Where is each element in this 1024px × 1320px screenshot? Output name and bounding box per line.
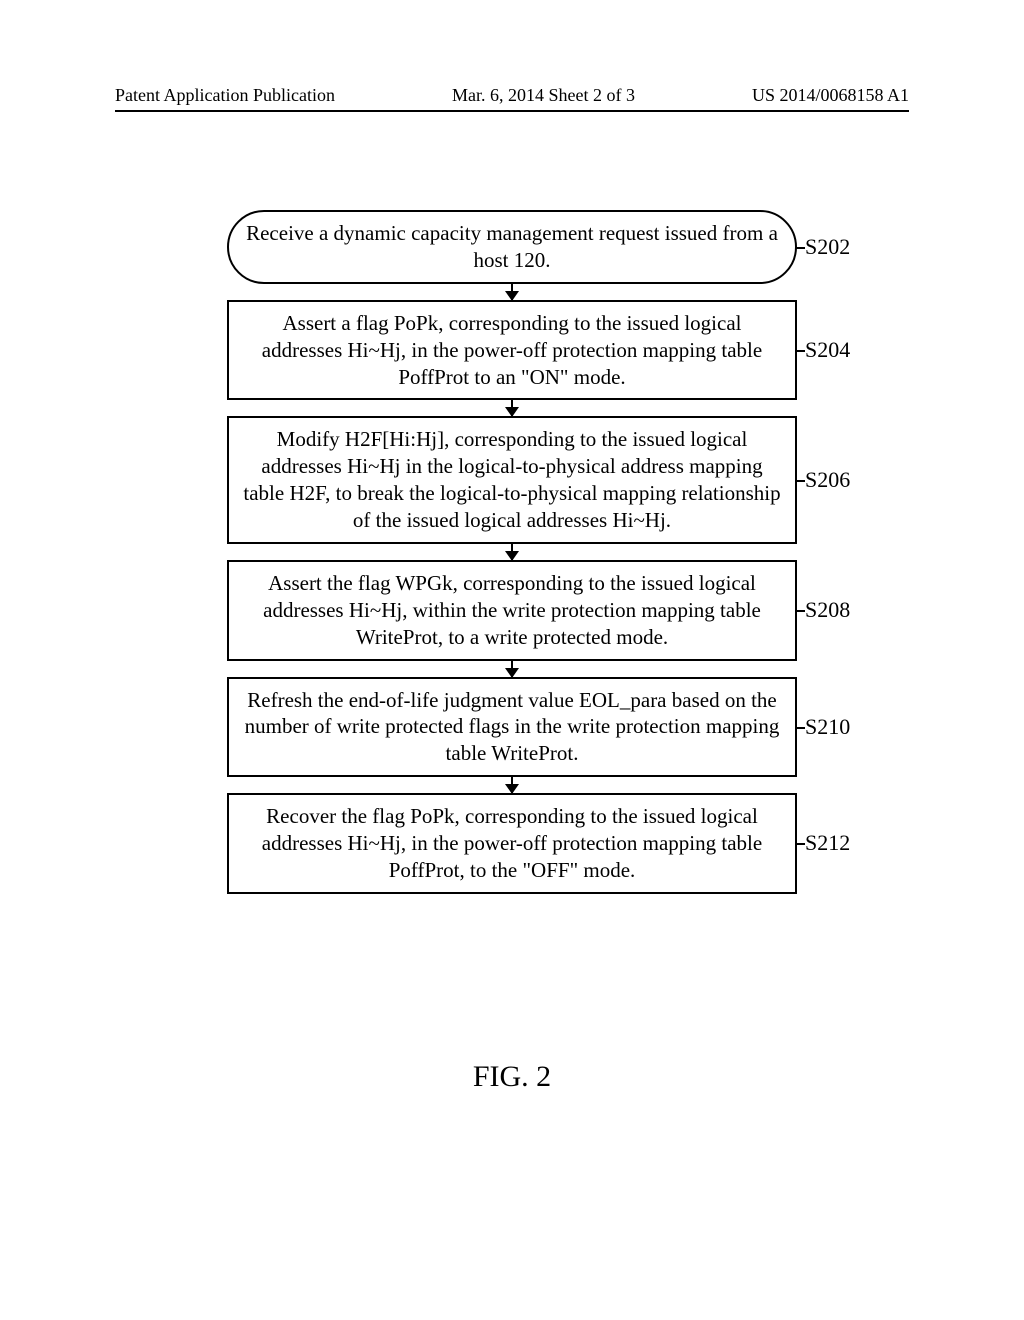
flow-step-S210: Refresh the end-of-life judgment value E… <box>227 677 797 778</box>
label-tick <box>795 843 805 845</box>
flow-arrow <box>511 544 513 560</box>
step-label-S202: S202 <box>805 233 850 261</box>
step-label-S210: S210 <box>805 713 850 741</box>
header-left: Patent Application Publication <box>115 85 335 106</box>
label-tick <box>795 247 805 249</box>
flow-step-S208: Assert the flag WPGk, corresponding to t… <box>227 560 797 661</box>
step-label-S206: S206 <box>805 466 850 494</box>
flow-arrow <box>511 777 513 793</box>
header-mid: Mar. 6, 2014 Sheet 2 of 3 <box>452 85 635 106</box>
step-label-S204: S204 <box>805 336 850 364</box>
step-label-S208: S208 <box>805 596 850 624</box>
header-right: US 2014/0068158 A1 <box>752 85 909 106</box>
header-rule <box>115 110 909 112</box>
flow-arrow <box>511 400 513 416</box>
page-header: Patent Application Publication Mar. 6, 2… <box>115 85 909 106</box>
label-tick <box>795 350 805 352</box>
label-tick <box>795 480 805 482</box>
flow-step-S212: Recover the flag PoPk, corresponding to … <box>227 793 797 894</box>
flow-step-S204: Assert a flag PoPk, corresponding to the… <box>227 300 797 401</box>
figure-caption: FIG. 2 <box>473 1060 551 1094</box>
flowchart: Receive a dynamic capacity management re… <box>202 210 822 894</box>
flow-step-S206: Modify H2F[Hi:Hj], corresponding to the … <box>227 416 797 544</box>
step-label-S212: S212 <box>805 829 850 857</box>
flow-step-S202: Receive a dynamic capacity management re… <box>227 210 797 284</box>
flow-arrow <box>511 661 513 677</box>
label-tick <box>795 727 805 729</box>
flow-arrow <box>511 284 513 300</box>
label-tick <box>795 610 805 612</box>
